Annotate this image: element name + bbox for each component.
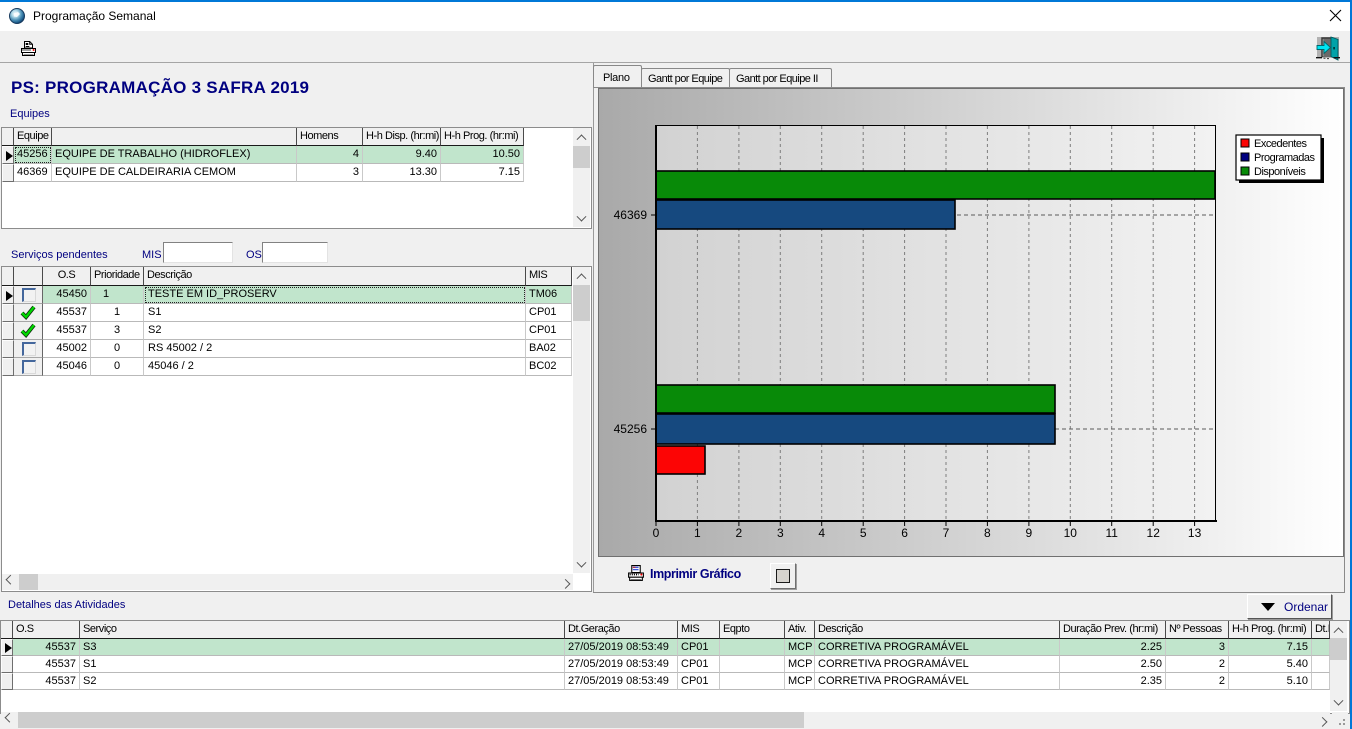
svg-text:6: 6 — [901, 526, 908, 540]
svg-text:2: 2 — [736, 526, 743, 540]
svg-text:3: 3 — [777, 526, 784, 540]
svg-text:11: 11 — [1105, 526, 1118, 540]
svg-text:7: 7 — [943, 526, 950, 540]
svg-text:10: 10 — [1064, 526, 1078, 540]
svg-text:Programadas: Programadas — [1254, 152, 1316, 164]
svg-text:45256: 45256 — [614, 422, 648, 436]
svg-text:Excedentes: Excedentes — [1254, 138, 1307, 150]
svg-text:0: 0 — [653, 526, 660, 540]
svg-text:Disponíveis: Disponíveis — [1254, 166, 1306, 178]
svg-text:4: 4 — [818, 526, 825, 540]
svg-text:8: 8 — [984, 526, 991, 540]
svg-text:1: 1 — [694, 526, 701, 540]
svg-text:12: 12 — [1147, 526, 1161, 540]
svg-text:9: 9 — [1026, 526, 1033, 540]
svg-text:13: 13 — [1188, 526, 1202, 540]
svg-text:5: 5 — [860, 526, 867, 540]
svg-text:46369: 46369 — [614, 208, 648, 222]
